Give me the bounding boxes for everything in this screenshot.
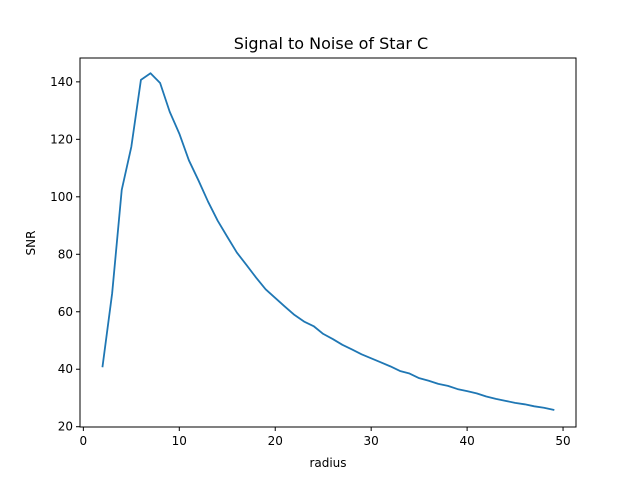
y-axis-label: SNR (24, 231, 38, 256)
snr-series-line (101, 72, 555, 411)
y-tick-label: 120 (50, 132, 73, 146)
x-axis-ticks: 0 10 20 30 40 50 (80, 427, 571, 448)
x-axis-label: radius (309, 456, 346, 470)
plot-area (79, 57, 577, 428)
x-tick-label: 40 (459, 434, 474, 448)
chart-title: Signal to Noise of Star C (234, 34, 428, 53)
y-axis-ticks: 20 40 60 80 100 120 140 (50, 75, 80, 434)
y-tick-label: 20 (58, 420, 73, 434)
axes-frame (79, 57, 577, 428)
x-tick-label: 10 (172, 434, 187, 448)
y-tick-label: 40 (58, 362, 73, 376)
y-tick-label: 60 (58, 305, 73, 319)
x-tick-label: 50 (555, 434, 570, 448)
y-tick-label: 100 (50, 190, 73, 204)
x-tick-label: 20 (268, 434, 283, 448)
y-tick-label: 80 (58, 247, 73, 261)
x-tick-label: 0 (80, 434, 88, 448)
y-tick-label: 140 (50, 75, 73, 89)
x-tick-label: 30 (364, 434, 379, 448)
